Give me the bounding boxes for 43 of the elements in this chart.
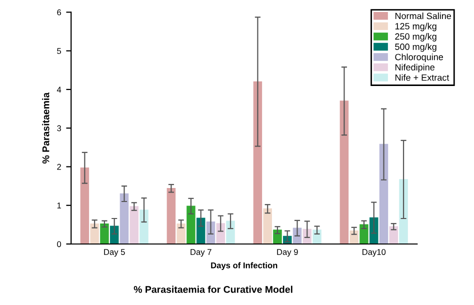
bar [90,223,99,244]
bar [140,210,148,244]
legend-label: 500 mg/kg [395,43,436,52]
bar [166,188,176,244]
bar [360,224,368,244]
x-tick-label: Day10 [362,249,386,257]
legend-label: Chloroquine [395,54,444,62]
bar [176,223,186,244]
bar [350,230,358,244]
y-tick-label: 5 [57,48,62,54]
bar [196,218,206,244]
y-tick-label: 0 [57,241,62,248]
bar [253,81,262,244]
y-tick-label: 3 [57,125,62,132]
y-axis-title: % Parasitaemia [42,92,50,164]
legend-label: Nife + Extract [395,74,450,81]
bar [80,167,90,244]
bar [130,206,138,244]
bar [263,208,272,244]
text: % Parasitaemia for Curative Model [134,286,292,293]
bar [226,220,235,244]
y-tick-label: 4 [56,86,62,92]
bar [216,223,226,244]
bar [120,193,129,244]
y-tick-label: 6 [57,9,62,16]
y-tick-label: 2 [57,164,61,170]
bar [312,230,322,244]
legend-label: Normal Saline [395,12,452,20]
x-tick-label: Day 5 [104,249,125,257]
legend-label: 250 mg/kg [395,33,436,42]
bar [389,226,398,244]
bar [340,100,349,244]
bar [110,226,119,244]
legend-label: Nifedipine [395,64,434,72]
bar [399,179,408,244]
bar [273,230,282,244]
bar [100,223,109,244]
x-tick-label: Day 7 [190,249,212,257]
bar [186,206,196,244]
x-tick-label: Day 9 [277,249,298,257]
x-axis-title: Days of Infection [211,262,278,270]
y-tick-label: 1 [57,202,61,208]
legend-label: 125 mg/kg [395,22,436,32]
